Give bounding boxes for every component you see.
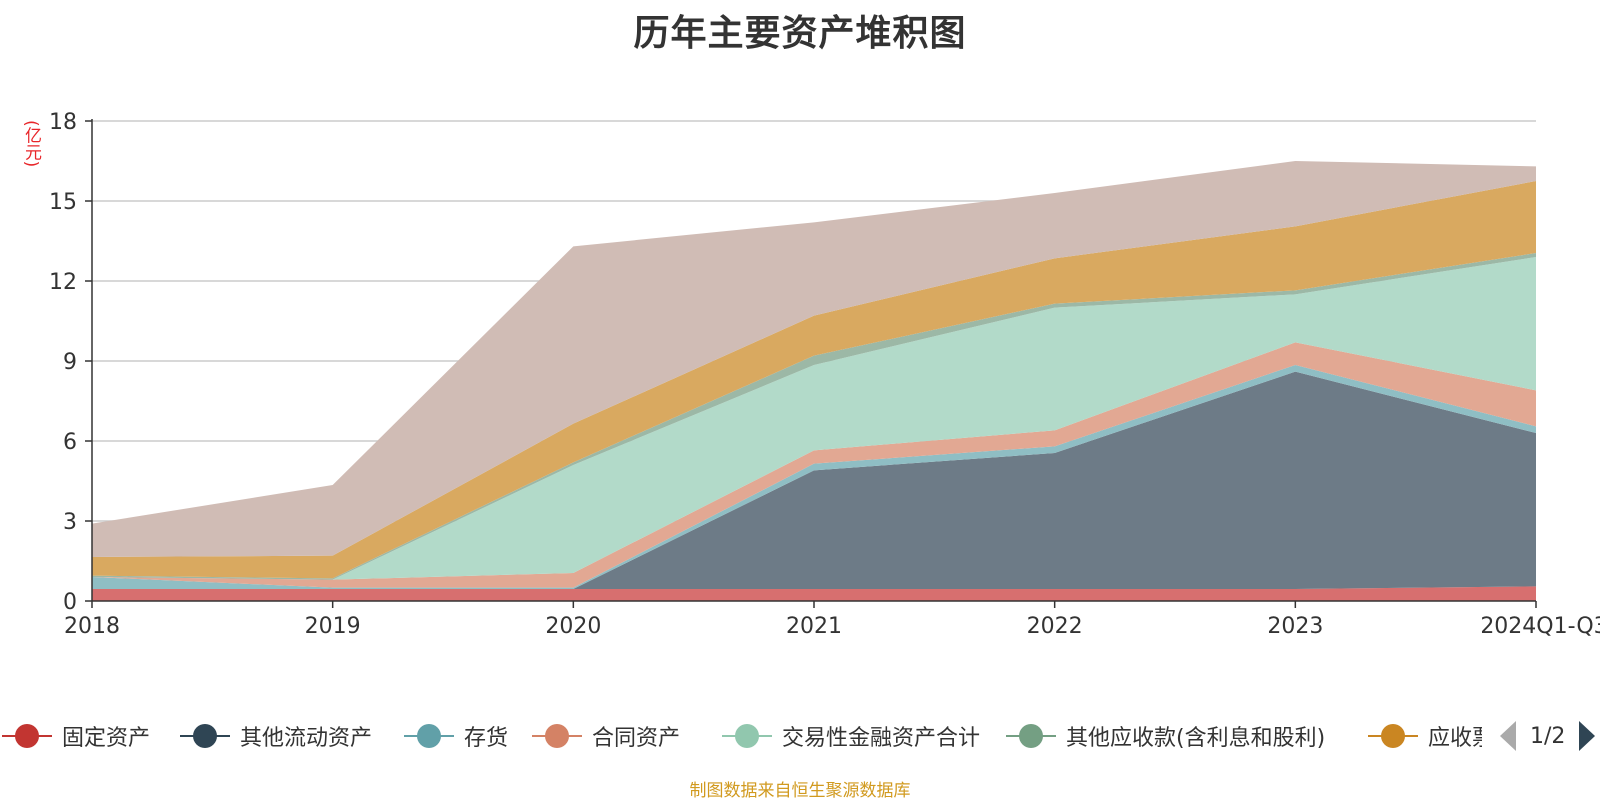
y-tick-label: 18 (49, 110, 77, 135)
y-tick-label: 12 (49, 270, 77, 295)
legend-item[interactable]: 存货 (404, 718, 508, 754)
legend-item[interactable]: 其他应收款(含利息和股利) (1006, 718, 1325, 754)
y-tick-label: 15 (49, 190, 77, 215)
legend-label: 交易性金融资产合计 (782, 726, 981, 751)
legend-marker-icon (1006, 723, 1056, 749)
legend-label: 应收票据 (1428, 726, 1482, 751)
data-source-note: 制图数据来自恒生聚源数据库 (689, 781, 911, 801)
x-tick-label: 2020 (545, 614, 601, 639)
x-tick-label: 2018 (64, 614, 120, 639)
legend-item[interactable]: 交易性金融资产合计 (722, 718, 980, 754)
x-tick-label: 2019 (305, 614, 361, 639)
legend-next-page-icon[interactable] (1579, 721, 1596, 751)
legend-marker-icon (1368, 723, 1418, 749)
area-series-1 (92, 371, 1536, 589)
legend-item[interactable]: 固定资产 (2, 718, 150, 754)
area-series-6 (92, 181, 1536, 579)
legend-pager: 1/2 (1500, 718, 1596, 754)
x-tick-label: 2023 (1267, 614, 1323, 639)
legend-item[interactable]: 其他流动资产 (180, 718, 372, 754)
legend-prev-page-icon[interactable] (1500, 721, 1516, 751)
legend-marker-icon (180, 723, 230, 749)
area-series-7 (92, 161, 1536, 557)
area-series-0 (92, 586, 1536, 601)
stacked-area-chart: 0 3 6 9 12 15 18 2018 2019 2020 2021 2022 2023 2024Q1… (49, 110, 1600, 639)
legend-item[interactable]: 合同资产 (532, 718, 680, 754)
y-tick-label: 0 (63, 590, 77, 615)
chart-title: 历年主要资产堆积图 (633, 13, 967, 54)
x-tick-label: 2021 (786, 614, 842, 639)
x-tick-label: 2024Q1-Q3 (1480, 614, 1600, 639)
legend-item[interactable]: 应收票据 (1368, 718, 1482, 754)
legend-label: 其他流动资产 (240, 726, 373, 751)
legend: 固定资产 其他流动资产 存货 合同资产 交易性金融资产合计 其他应收款(含利息和股利) 应收… (0, 718, 1482, 754)
legend-marker-icon (722, 723, 772, 749)
legend-marker-icon (2, 723, 52, 749)
legend-label: 存货 (464, 726, 509, 751)
y-axis-unit-label: (亿元) (21, 120, 41, 168)
y-tick-label: 3 (63, 510, 77, 535)
legend-label: 固定资产 (62, 726, 151, 751)
legend-label: 合同资产 (592, 726, 681, 751)
area-series-4 (92, 257, 1536, 580)
area-series-3 (92, 342, 1536, 588)
legend-label: 其他应收款(含利息和股利) (1066, 726, 1326, 751)
y-tick-label: 9 (63, 350, 77, 375)
y-tick-label: 6 (63, 430, 77, 455)
x-tick-label: 2022 (1027, 614, 1083, 639)
legend-page-indicator: 1/2 (1530, 723, 1566, 749)
legend-marker-icon (404, 723, 454, 749)
legend-marker-icon (532, 723, 582, 749)
